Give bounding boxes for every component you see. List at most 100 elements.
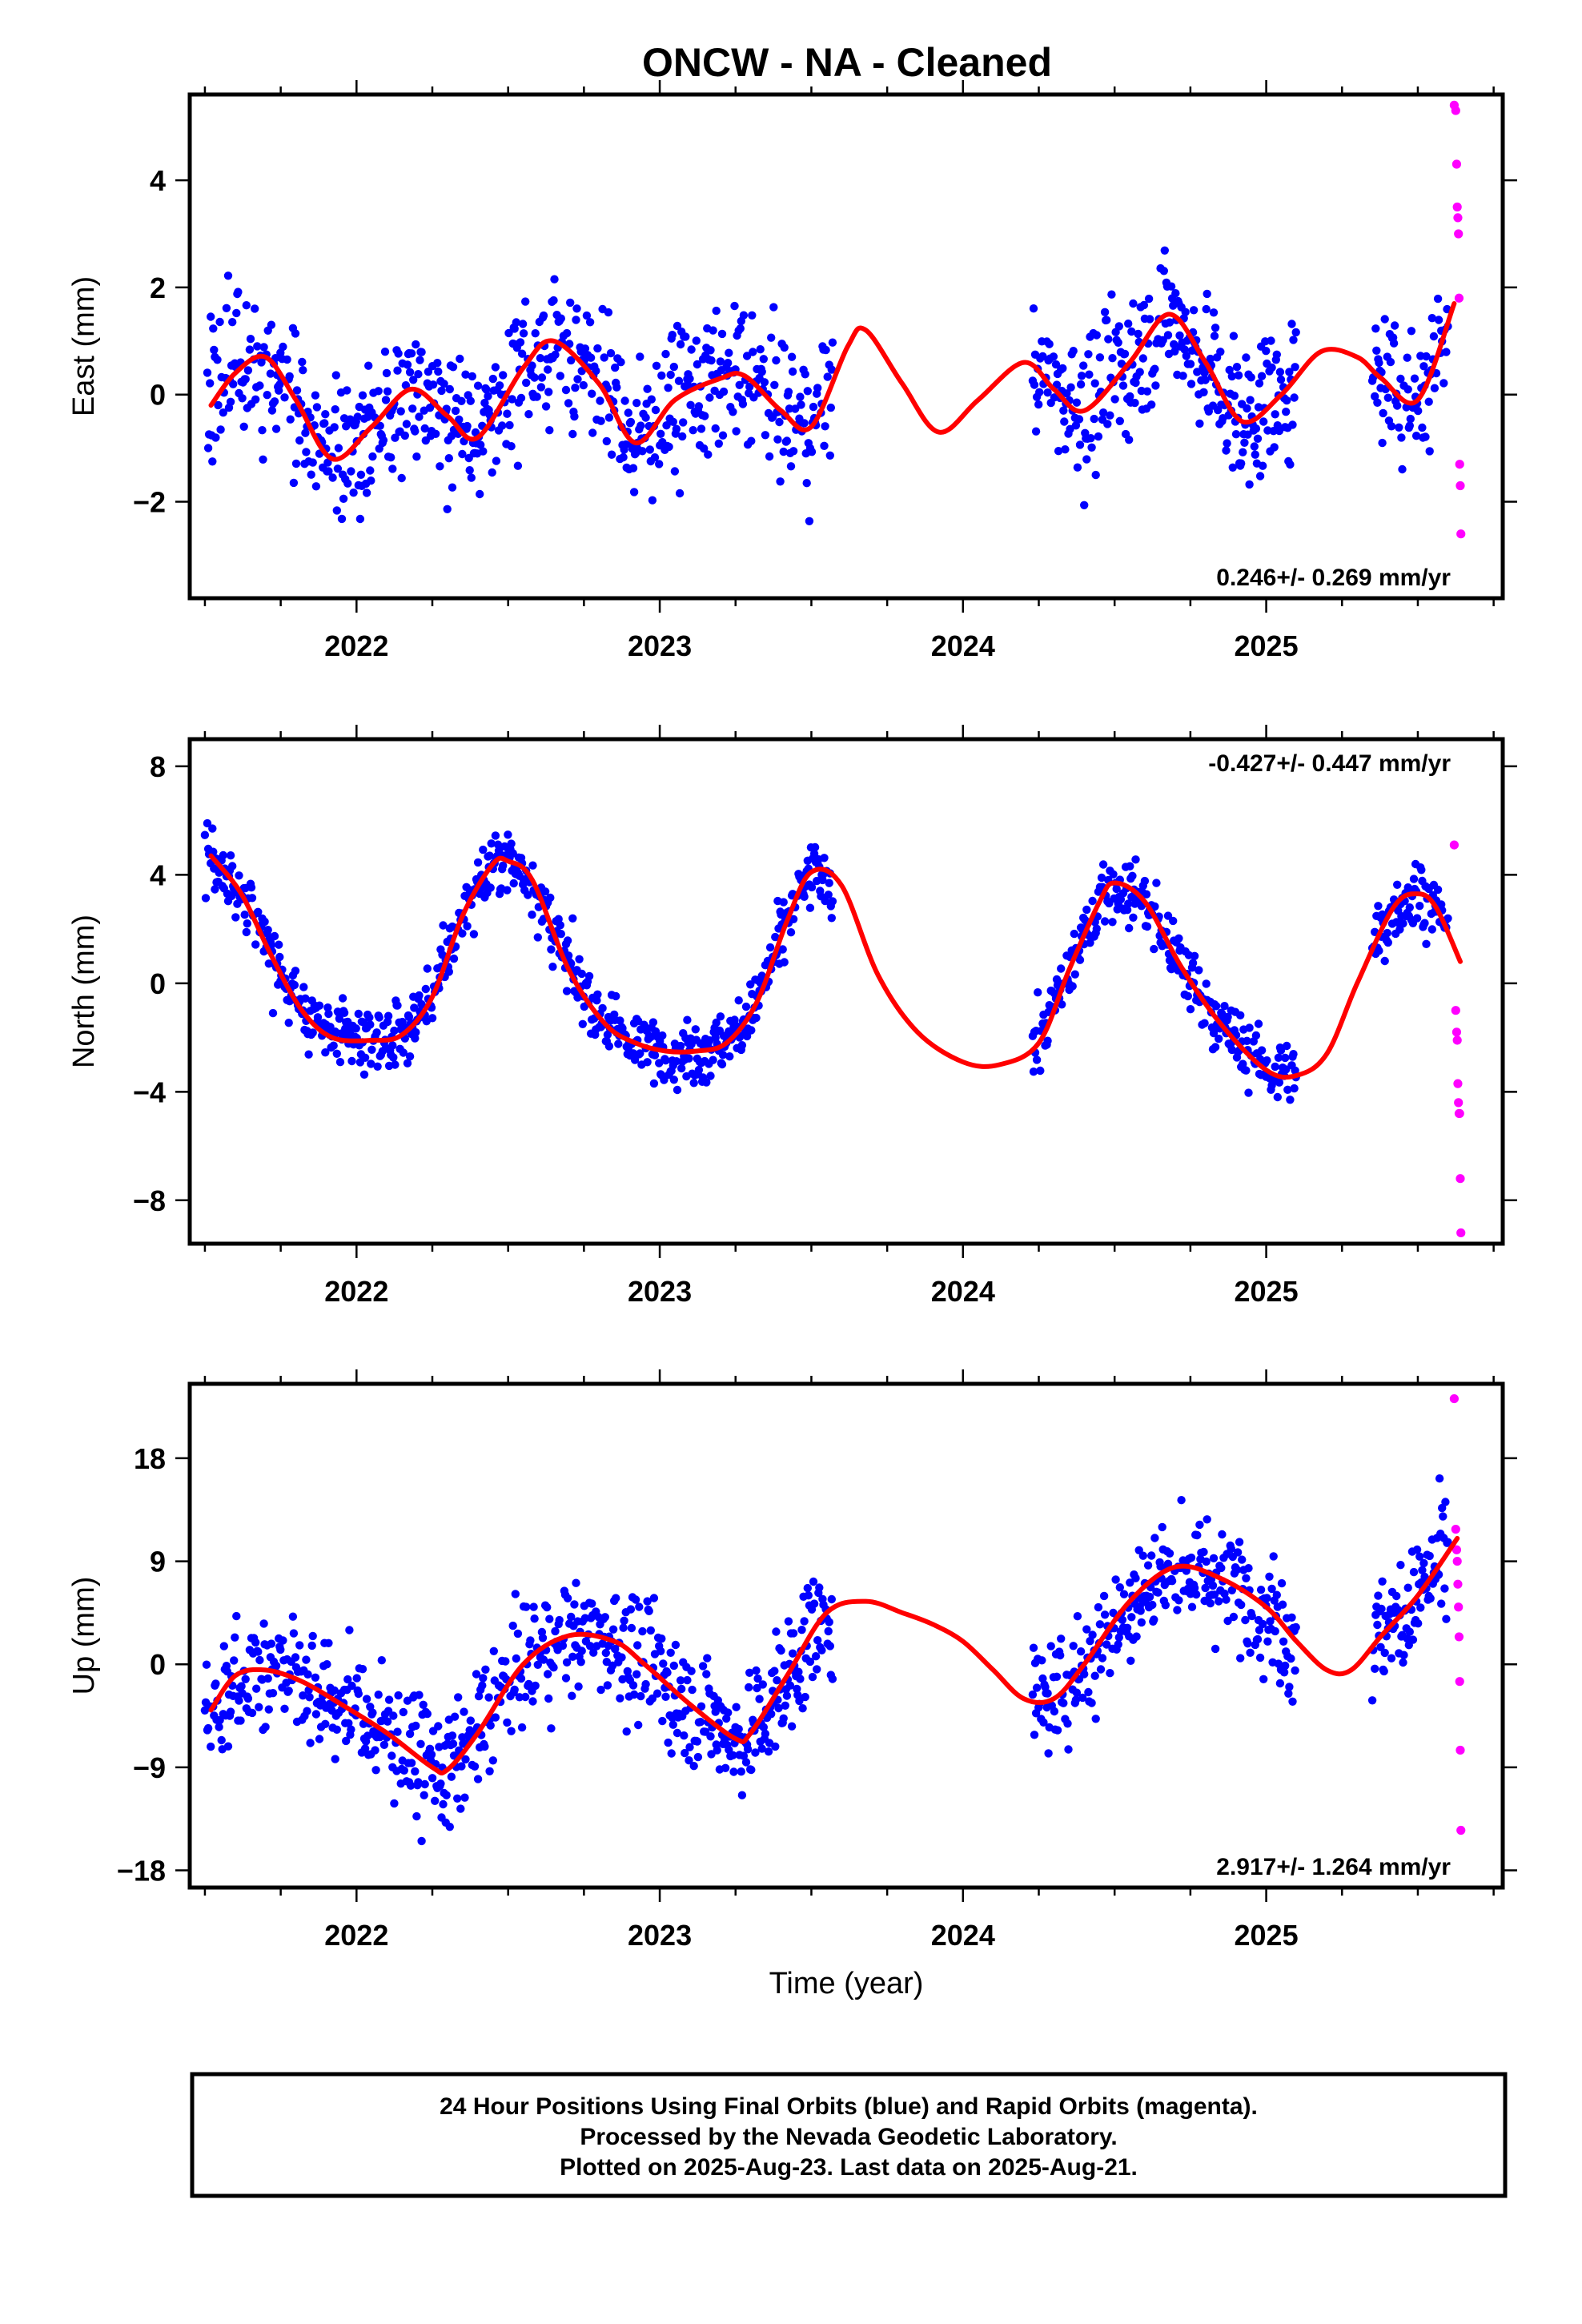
- final-point: [788, 1649, 797, 1658]
- final-point: [574, 1682, 583, 1691]
- final-point: [743, 1745, 753, 1754]
- final-point: [261, 1723, 270, 1731]
- final-point: [1043, 1036, 1052, 1045]
- final-point: [445, 1823, 454, 1831]
- final-point: [736, 324, 745, 333]
- final-point: [683, 1015, 692, 1024]
- final-point: [306, 1739, 315, 1747]
- final-point: [1286, 1096, 1295, 1104]
- final-point: [463, 922, 472, 931]
- final-point: [570, 1600, 579, 1609]
- final-point: [307, 1641, 316, 1651]
- final-point: [291, 329, 300, 338]
- final-point: [789, 915, 798, 924]
- final-point: [1251, 1031, 1261, 1040]
- final-point: [503, 1718, 512, 1727]
- final-point: [505, 420, 514, 430]
- final-point: [1442, 348, 1451, 356]
- final-point: [545, 426, 554, 435]
- final-point: [526, 1636, 535, 1645]
- final-point: [1291, 1066, 1299, 1076]
- final-point: [200, 830, 210, 839]
- y-tick-label: 9: [150, 1546, 166, 1578]
- final-point: [537, 373, 547, 382]
- final-point: [547, 1724, 556, 1733]
- final-point: [343, 1675, 352, 1684]
- final-point: [828, 1675, 837, 1683]
- final-point: [1271, 410, 1279, 419]
- final-point: [828, 338, 837, 347]
- final-point: [347, 1681, 356, 1691]
- final-point: [1439, 379, 1448, 388]
- final-point: [550, 275, 559, 283]
- final-point: [1059, 1699, 1068, 1707]
- final-point: [1397, 433, 1406, 442]
- final-point: [517, 1723, 527, 1732]
- final-point: [1114, 1640, 1122, 1649]
- final-point: [1275, 1679, 1285, 1688]
- final-point: [776, 477, 785, 486]
- final-point: [276, 1645, 285, 1655]
- y-axis-label: East (mm): [67, 276, 101, 416]
- final-point: [234, 287, 243, 296]
- final-point: [457, 1762, 466, 1771]
- final-point: [1409, 875, 1419, 883]
- final-point: [242, 927, 251, 937]
- final-point: [629, 488, 639, 497]
- final-point: [1255, 379, 1264, 388]
- final-point: [1186, 380, 1196, 388]
- final-point: [661, 1692, 670, 1701]
- final-point: [382, 368, 391, 378]
- final-point: [1193, 368, 1202, 376]
- final-point: [231, 913, 240, 922]
- final-point: [283, 355, 291, 364]
- final-point: [1271, 1062, 1279, 1072]
- final-point: [712, 1018, 721, 1027]
- final-point: [801, 370, 809, 379]
- final-point: [572, 316, 580, 324]
- final-point: [1059, 406, 1068, 415]
- final-point: [1158, 336, 1167, 344]
- final-point: [1265, 1572, 1274, 1582]
- plot-area-north: [200, 818, 1466, 1238]
- final-point: [473, 381, 483, 390]
- final-point: [531, 329, 540, 338]
- final-point: [1202, 979, 1211, 988]
- final-point: [1073, 463, 1082, 472]
- final-point: [711, 424, 720, 433]
- final-point: [427, 1750, 436, 1759]
- final-point: [810, 842, 820, 852]
- final-point: [1200, 1019, 1209, 1027]
- final-point: [387, 453, 396, 462]
- final-point: [1227, 1544, 1236, 1554]
- final-point: [421, 984, 430, 994]
- final-point: [428, 380, 438, 389]
- final-point: [771, 932, 780, 942]
- final-point: [603, 1681, 612, 1690]
- final-point: [668, 331, 677, 340]
- final-point: [1122, 1623, 1132, 1633]
- final-point: [1289, 1050, 1298, 1059]
- final-point: [493, 840, 503, 849]
- final-point: [1406, 414, 1415, 424]
- final-point: [686, 400, 695, 409]
- final-point: [702, 1670, 711, 1679]
- final-point: [556, 314, 565, 323]
- final-point: [1201, 1583, 1210, 1593]
- final-point: [824, 891, 833, 899]
- final-point: [366, 1020, 375, 1029]
- final-point: [236, 1716, 245, 1725]
- final-point: [1229, 1612, 1239, 1622]
- rapid-point: [1451, 106, 1460, 115]
- final-point: [479, 1674, 488, 1683]
- rapid-point: [1455, 1108, 1464, 1119]
- final-point: [1112, 884, 1121, 894]
- final-point: [1410, 374, 1419, 383]
- final-point: [1165, 318, 1174, 327]
- final-point: [1119, 1590, 1129, 1598]
- final-point: [201, 894, 211, 903]
- final-point: [1411, 432, 1421, 440]
- final-point: [696, 1718, 705, 1727]
- final-point: [1387, 422, 1396, 431]
- final-point: [331, 371, 340, 380]
